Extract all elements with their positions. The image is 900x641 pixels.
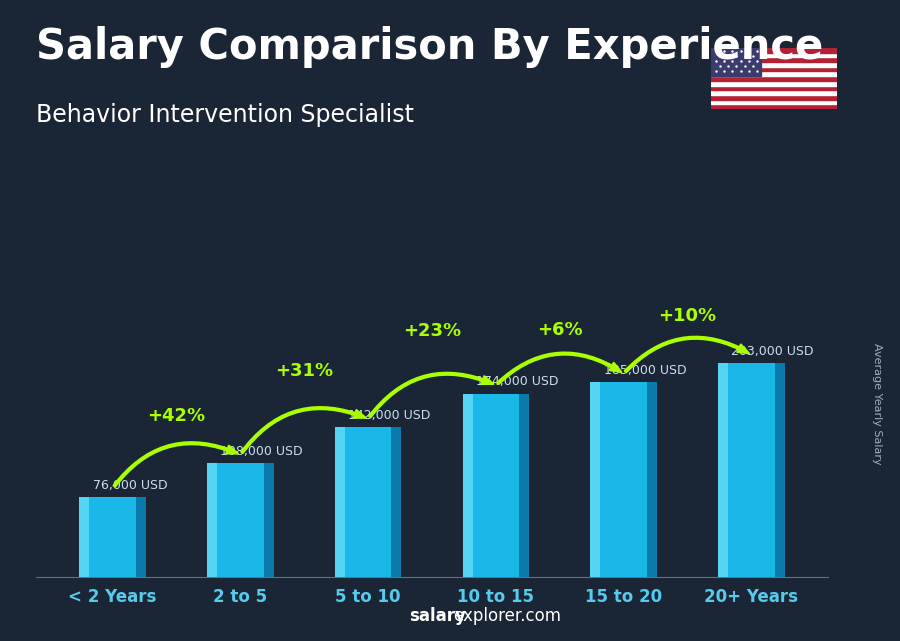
- Text: 76,000 USD: 76,000 USD: [93, 479, 167, 492]
- Bar: [711, 62, 837, 67]
- Bar: [711, 48, 837, 53]
- FancyArrowPatch shape: [241, 407, 365, 453]
- Bar: [711, 67, 837, 72]
- Bar: [711, 99, 837, 104]
- Text: Behavior Intervention Specialist: Behavior Intervention Specialist: [36, 103, 414, 126]
- Text: 203,000 USD: 203,000 USD: [732, 345, 814, 358]
- Bar: [335, 428, 345, 577]
- Bar: [711, 48, 761, 76]
- Text: +42%: +42%: [148, 407, 205, 425]
- Bar: [775, 363, 785, 577]
- FancyArrowPatch shape: [369, 372, 493, 417]
- FancyArrowPatch shape: [625, 337, 749, 372]
- Bar: [647, 382, 657, 577]
- Bar: [711, 81, 837, 85]
- Bar: [345, 428, 392, 577]
- Bar: [711, 90, 837, 95]
- Text: Average Yearly Salary: Average Yearly Salary: [872, 343, 883, 465]
- Bar: [718, 363, 728, 577]
- Bar: [136, 497, 146, 577]
- Bar: [711, 53, 837, 58]
- Text: +31%: +31%: [275, 362, 333, 380]
- Text: explorer.com: explorer.com: [453, 607, 561, 625]
- Text: 185,000 USD: 185,000 USD: [604, 364, 687, 377]
- Bar: [463, 394, 473, 577]
- Bar: [217, 463, 264, 577]
- Bar: [711, 72, 837, 76]
- Bar: [711, 76, 837, 81]
- Bar: [472, 394, 519, 577]
- Text: Salary Comparison By Experience: Salary Comparison By Experience: [36, 26, 824, 68]
- Text: salary: salary: [410, 607, 466, 625]
- Text: +10%: +10%: [659, 307, 716, 325]
- Text: +23%: +23%: [403, 322, 461, 340]
- Text: 142,000 USD: 142,000 USD: [348, 409, 430, 422]
- FancyArrowPatch shape: [113, 442, 238, 487]
- Bar: [89, 497, 136, 577]
- FancyArrowPatch shape: [497, 353, 621, 384]
- Bar: [519, 394, 529, 577]
- Bar: [590, 382, 600, 577]
- Bar: [711, 85, 837, 90]
- Bar: [79, 497, 89, 577]
- Text: 174,000 USD: 174,000 USD: [476, 376, 558, 388]
- Bar: [711, 58, 837, 62]
- Text: +6%: +6%: [537, 321, 582, 340]
- Bar: [264, 463, 274, 577]
- Bar: [207, 463, 217, 577]
- Bar: [728, 363, 775, 577]
- Bar: [392, 428, 401, 577]
- Bar: [711, 104, 837, 109]
- Text: 108,000 USD: 108,000 USD: [220, 445, 303, 458]
- Bar: [600, 382, 647, 577]
- Bar: [711, 95, 837, 99]
